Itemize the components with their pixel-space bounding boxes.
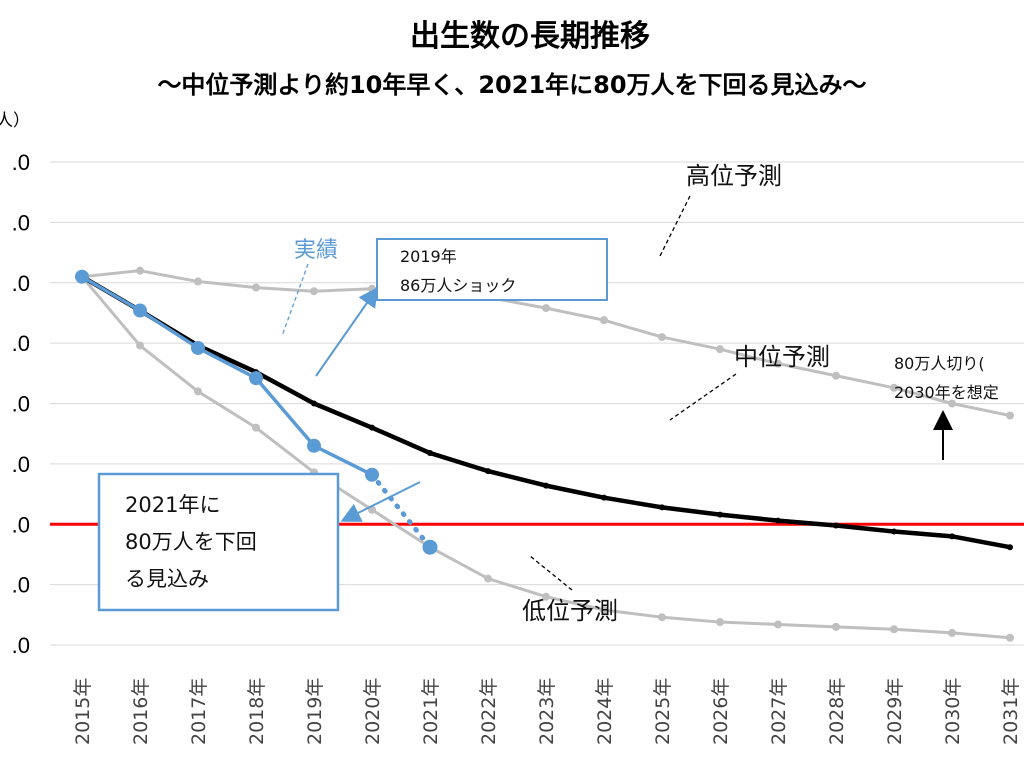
data-point [601, 494, 607, 501]
y-tick-label: .0 [12, 452, 30, 477]
data-point [658, 613, 666, 622]
x-tick-label: 2031年 [1000, 678, 1022, 745]
data-point [252, 423, 260, 432]
data-point [484, 574, 492, 583]
data-point [774, 620, 782, 629]
box-2021-line2: 80万人を下回 [125, 530, 257, 554]
data-point [832, 371, 840, 380]
data-point [191, 340, 205, 355]
data-point [775, 517, 781, 524]
data-point [1006, 633, 1014, 642]
data-point [307, 438, 321, 453]
x-tick-label: 2021年 [420, 678, 442, 745]
series-label-mid: 中位予測 [734, 343, 830, 371]
box-2021-line3: る見込み [125, 567, 209, 591]
data-point [136, 341, 144, 350]
x-tick-label: 2018年 [246, 678, 268, 745]
x-tick-label: 2016年 [130, 678, 152, 745]
y-tick-label: .0 [12, 271, 30, 296]
series-label-high: 高位予測 [686, 162, 782, 190]
series-label-low: 低位予測 [522, 597, 618, 625]
data-point [948, 628, 956, 637]
x-tick-labels: 2015年 2016年 2017年 2018年 2019年 2020年 2021年 2022年… [72, 678, 1022, 745]
data-point [485, 468, 491, 475]
x-tick-label: 2015年 [72, 678, 94, 745]
data-point [716, 618, 724, 627]
leader-high [659, 195, 691, 257]
data-point [75, 269, 89, 284]
data-point [1006, 411, 1014, 420]
y-tick-label: .0 [12, 512, 30, 537]
y-tick-label: .0 [12, 633, 30, 658]
note-2030-line2: 2030年を想定 [894, 383, 999, 402]
y-tick-label: .0 [12, 392, 30, 417]
y-unit-label: 人） [0, 111, 30, 131]
data-point [833, 522, 839, 529]
data-point [194, 387, 202, 396]
box-2019-line2: 86万人ショック [400, 276, 516, 295]
arrow-2019 [315, 286, 379, 377]
data-point [717, 511, 723, 518]
data-point [890, 383, 898, 392]
chart-subtitle: ～中位予測より約10年早く、2021年に80万人を下回る見込み～ [157, 71, 866, 99]
leader-mid [669, 373, 737, 421]
data-point [310, 287, 318, 296]
leader-low [529, 555, 573, 591]
data-point [716, 345, 724, 354]
data-point [600, 316, 608, 325]
data-point [133, 303, 147, 318]
data-point [427, 450, 433, 457]
data-point [774, 359, 782, 368]
y-tick-label: .0 [12, 331, 30, 356]
data-point [542, 304, 550, 313]
x-tick-label: 2030年 [942, 678, 964, 745]
data-point [832, 622, 840, 631]
data-point [543, 482, 549, 489]
note-2030-line1: 80万人切り( [894, 354, 985, 373]
leader-actual [281, 263, 309, 337]
data-point [252, 283, 260, 292]
box-2021 [97, 472, 340, 612]
data-point [249, 371, 263, 386]
series-label-actual: 実績 [294, 238, 338, 263]
data-point [1007, 544, 1013, 551]
x-tick-label: 2020年 [362, 678, 384, 745]
y-tick-label: .0 [12, 573, 30, 598]
x-tick-label: 2025年 [652, 678, 674, 745]
annotations: 高位予測 中位予測 低位予測 実績 2019年 86万人ショック 2021年に … [97, 162, 999, 625]
x-tick-label: 2029年 [884, 678, 906, 745]
x-tick-label: 2023年 [536, 678, 558, 745]
data-point [948, 399, 956, 408]
arrow-2021 [340, 481, 421, 522]
data-point [136, 266, 144, 275]
data-point [194, 277, 202, 286]
y-tick-label: .0 [12, 210, 30, 235]
x-tick-label: 2026年 [710, 678, 732, 745]
series-line [81, 275, 373, 477]
data-point [369, 424, 375, 431]
y-tick-labels: .0 .0 .0 .0 .0 .0 .0 .0 .0 [12, 150, 30, 658]
data-point [600, 605, 608, 614]
data-point [659, 504, 665, 511]
x-tick-label: 2017年 [188, 678, 210, 745]
x-tick-label: 2022年 [478, 678, 500, 745]
x-tick-label: 2027年 [768, 678, 790, 745]
box-2019 [376, 238, 608, 301]
data-point [891, 528, 897, 535]
x-tick-label: 2024年 [594, 678, 616, 745]
x-tick-label: 2028年 [826, 678, 848, 745]
projection-dotted-line [369, 472, 433, 550]
data-point [949, 533, 955, 540]
data-point [890, 625, 898, 634]
x-tick-label: 2019年 [304, 678, 326, 745]
y-tick-label: .0 [12, 150, 30, 175]
box-2019-line1: 2019年 [400, 247, 457, 266]
data-point [542, 592, 550, 601]
box-2021-line1: 2021年に [125, 493, 220, 517]
data-point [311, 400, 317, 407]
projection-point [422, 539, 438, 555]
data-point [658, 333, 666, 342]
chart-title: 出生数の長期推移 [410, 19, 650, 54]
